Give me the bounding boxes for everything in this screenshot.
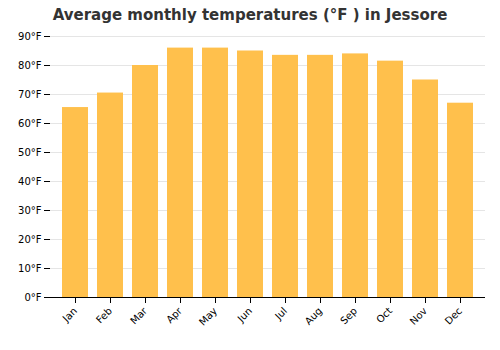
svg-text:Apr: Apr xyxy=(164,305,185,326)
html-text:Average monthly temperatures (: Average monthly temperatures (°F ) in Je… xyxy=(52,6,448,24)
svg-text:Jul: Jul xyxy=(272,305,289,322)
svg-text:10°F: 10°F xyxy=(18,263,42,274)
svg-text:90°F: 90°F xyxy=(18,31,42,42)
svg-text:20°F: 20°F xyxy=(18,234,42,245)
svg-text:30°F: 30°F xyxy=(18,205,42,216)
svg-text:Mar: Mar xyxy=(128,305,150,327)
svg-text:70°F: 70°F xyxy=(18,89,42,100)
svg-text:May: May xyxy=(197,305,219,327)
svg-text:Dec: Dec xyxy=(443,305,464,326)
svg-text:Jun: Jun xyxy=(235,305,255,325)
svg-text:80°F: 80°F xyxy=(18,60,42,71)
svg-text:Nov: Nov xyxy=(408,305,430,327)
svg-text:Aug: Aug xyxy=(303,305,325,327)
svg-text:40°F: 40°F xyxy=(18,176,42,187)
svg-text:Jan: Jan xyxy=(60,305,79,324)
svg-text:Sep: Sep xyxy=(338,305,359,326)
svg-text:0°F: 0°F xyxy=(24,292,41,303)
svg-text:60°F: 60°F xyxy=(18,118,42,129)
svg-text:Feb: Feb xyxy=(94,305,114,325)
svg-text:50°F: 50°F xyxy=(18,147,42,158)
svg-text:Oct: Oct xyxy=(374,305,394,325)
